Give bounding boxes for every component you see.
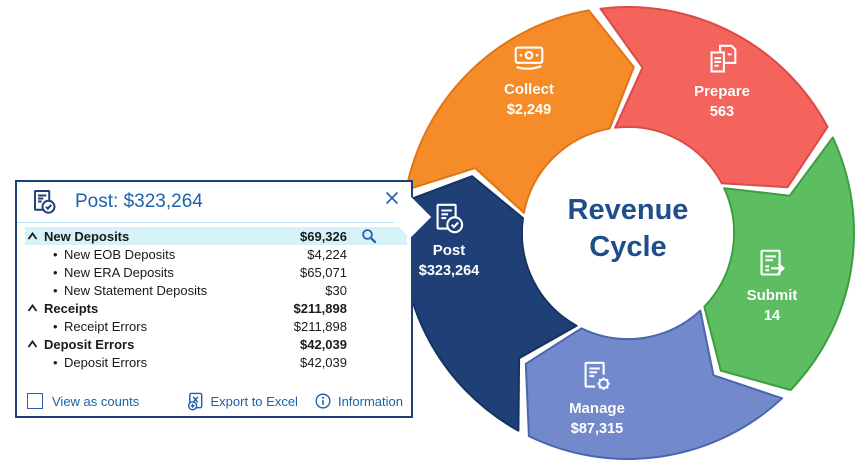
row-value: $30 — [325, 282, 347, 298]
close-button[interactable] — [383, 190, 401, 208]
document-check-icon — [436, 203, 464, 234]
post-detail-popup: Post: $323,264 New Deposits $69,326 • New … — [15, 180, 413, 418]
search-icon[interactable] — [361, 228, 377, 244]
row-value: $4,224 — [307, 246, 347, 262]
document-check-icon — [34, 190, 56, 214]
close-icon — [385, 191, 399, 205]
segment-label: Submit — [746, 287, 798, 304]
cash-icon — [514, 46, 544, 70]
row-value: $69,326 — [300, 228, 347, 244]
segment-value: $2,249 — [506, 102, 552, 118]
export-to-excel-button[interactable]: Export to Excel — [186, 392, 298, 411]
wheel-title: Revenue Cycle — [567, 194, 689, 263]
row-value: $42,039 — [300, 354, 347, 370]
row-value: $42,039 — [300, 336, 347, 352]
segment-value: 14 — [763, 308, 781, 324]
segment-label: Collect — [503, 81, 554, 98]
segment-prepare[interactable]: Prepare 563 — [652, 42, 792, 120]
export-to-excel-label: Export to Excel — [210, 393, 298, 409]
segment-manage[interactable]: Manage $87,315 — [527, 359, 667, 437]
row-label: Deposit Errors — [64, 354, 148, 370]
segment-value: $87,315 — [570, 421, 624, 437]
row-label: New EOB Deposits — [64, 246, 176, 262]
collapse-caret-icon[interactable] — [25, 340, 42, 348]
segment-label: Prepare — [694, 83, 750, 100]
row-label: New Statement Deposits — [64, 282, 208, 298]
bullet-icon: • — [53, 282, 58, 298]
breakdown-row[interactable]: • New ERA Deposits $65,071 — [25, 263, 407, 281]
document-arrow-icon — [760, 249, 785, 276]
breakdown-rows: New Deposits $69,326 • New EOB Deposits $4,… — [25, 227, 407, 371]
breakdown-row[interactable]: New Deposits $69,326 — [25, 227, 407, 245]
breakdown-row[interactable]: • New EOB Deposits $4,224 — [25, 245, 407, 263]
information-button[interactable]: Information — [314, 392, 403, 410]
view-as-counts-toggle[interactable]: View as counts — [27, 393, 139, 409]
wheel-segment-prepare[interactable] — [599, 6, 829, 189]
row-label: Deposit Errors — [44, 336, 135, 352]
popup-header: Post: $323,264 — [17, 182, 411, 223]
document-gear-icon — [584, 361, 613, 393]
breakdown-row[interactable]: • New Statement Deposits $30 — [25, 281, 407, 299]
bullet-icon: • — [53, 318, 58, 334]
segment-value: 563 — [709, 104, 735, 120]
wheel-segment-collect[interactable] — [405, 9, 635, 214]
row-label: New Deposits — [44, 228, 130, 244]
breakdown-row[interactable]: • Receipt Errors $211,898 — [25, 317, 407, 335]
row-label: Receipts — [44, 300, 99, 316]
segment-post[interactable]: Post $323,264 — [379, 201, 519, 279]
breakdown-row[interactable]: • Deposit Errors $42,039 — [25, 353, 407, 371]
information-label: Information — [337, 393, 403, 409]
wheel-center-circle — [523, 128, 733, 338]
bullet-icon: • — [53, 354, 58, 370]
bullet-icon: • — [53, 246, 58, 262]
collapse-caret-icon[interactable] — [25, 304, 42, 312]
segment-submit[interactable]: Submit 14 — [702, 246, 842, 324]
segment-value: $323,264 — [418, 263, 480, 279]
bullet-icon: • — [53, 264, 58, 280]
segment-label: Post — [432, 242, 466, 259]
collapse-caret-icon[interactable] — [25, 232, 42, 240]
row-value: $211,898 — [293, 300, 347, 316]
row-label: Receipt Errors — [64, 318, 148, 334]
popup-footer: View as counts Export to Excel Informati… — [27, 392, 403, 410]
breakdown-row[interactable]: Receipts $211,898 — [25, 299, 407, 317]
view-as-counts-checkbox[interactable] — [27, 393, 43, 409]
row-label: New ERA Deposits — [64, 264, 174, 280]
segment-collect[interactable]: Collect $2,249 — [459, 40, 599, 118]
export-excel-icon — [187, 392, 202, 410]
popup-title: Post: $323,264 — [75, 191, 203, 212]
segment-label: Manage — [569, 400, 625, 417]
view-as-counts-label: View as counts — [52, 393, 140, 409]
documents-icon — [710, 44, 737, 73]
wheel-segment-manage[interactable] — [524, 309, 784, 460]
breakdown-row[interactable]: Deposit Errors $42,039 — [25, 335, 407, 353]
row-value: $211,898 — [293, 318, 347, 334]
information-icon — [315, 393, 331, 409]
row-value: $65,071 — [300, 264, 347, 280]
